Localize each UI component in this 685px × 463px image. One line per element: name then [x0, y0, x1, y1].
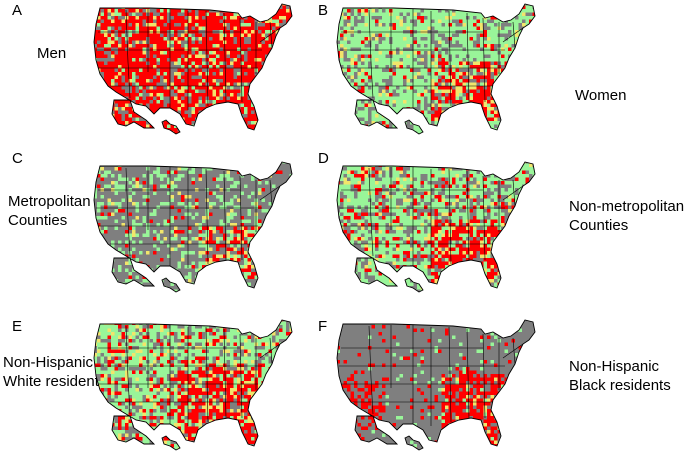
panel-letter-e: E [12, 318, 23, 335]
state-borders [339, 167, 524, 268]
alaska-outline [354, 99, 399, 129]
county-mosaic [94, 4, 292, 134]
county-mosaic [337, 162, 535, 292]
panel-letter-c: C [12, 150, 23, 167]
hawaii-outline [404, 277, 424, 293]
us-county-map-f [333, 318, 543, 458]
hawaii-outline [161, 119, 181, 135]
us-county-map-e [90, 318, 300, 458]
map-svg [93, 161, 293, 293]
hawaii-outline [404, 435, 424, 451]
contiguous-us-outline [93, 319, 293, 447]
panel-label-f: Non-Hispanic Black residents [569, 358, 671, 394]
map-svg [93, 3, 293, 135]
panel-label-b: Women [575, 87, 627, 104]
state-borders [96, 167, 281, 268]
panel-label-d: Non-metropolitan Counties [569, 198, 685, 234]
us-county-map-a [90, 2, 300, 142]
contiguous-us-outline [336, 161, 536, 289]
state-borders [339, 325, 524, 426]
map-svg [93, 319, 293, 451]
panel-label-c: Metropolitan Counties [8, 193, 91, 229]
county-mosaic [337, 4, 535, 134]
state-borders [339, 9, 524, 110]
county-mosaic [94, 320, 292, 450]
state-borders [96, 325, 281, 426]
panel-letter-f: F [318, 318, 328, 335]
contiguous-us-outline [93, 3, 293, 131]
state-borders [96, 9, 281, 110]
contiguous-us-outline [336, 3, 536, 131]
us-county-map-c [90, 160, 300, 300]
contiguous-us-outline [93, 161, 293, 289]
map-svg [336, 319, 536, 451]
alaska-outline [354, 415, 399, 445]
us-county-map-b [333, 2, 543, 142]
alaska-outline [111, 99, 156, 129]
county-mosaic [94, 162, 292, 292]
hawaii-outline [161, 277, 181, 293]
panel-label-a: Men [37, 45, 67, 62]
alaska-outline [111, 257, 156, 287]
alaska-outline [111, 415, 156, 445]
map-svg [336, 161, 536, 293]
hawaii-outline [161, 435, 181, 451]
panel-letter-b: B [318, 2, 329, 19]
hawaii-outline [404, 119, 424, 135]
us-county-map-d [333, 160, 543, 300]
panel-letter-d: D [318, 150, 329, 167]
contiguous-us-outline [336, 319, 536, 447]
county-mosaic [337, 320, 535, 450]
alaska-outline [354, 257, 399, 287]
panel-letter-a: A [12, 2, 23, 19]
panel-label-e: Non-Hispanic White residents [3, 354, 107, 390]
map-svg [336, 3, 536, 135]
